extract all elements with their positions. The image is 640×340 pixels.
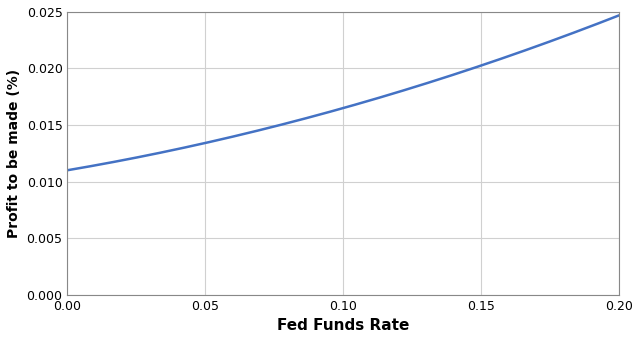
Y-axis label: Profit to be made (%): Profit to be made (%) [7, 69, 21, 238]
X-axis label: Fed Funds Rate: Fed Funds Rate [277, 318, 410, 333]
